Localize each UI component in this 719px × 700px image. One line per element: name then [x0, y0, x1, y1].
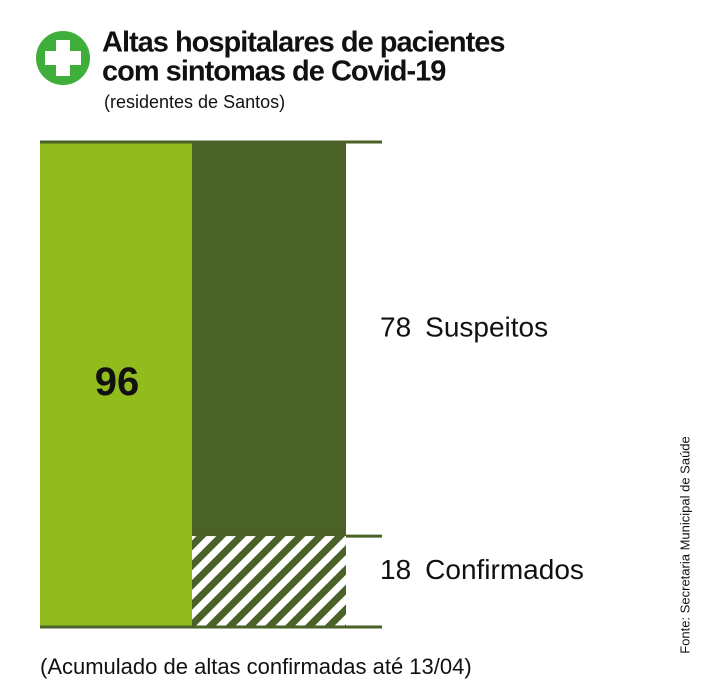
note: (Acumulado de altas confirmadas até 13/0… — [40, 654, 472, 679]
segment-name: Suspeitos — [425, 311, 548, 342]
total-bar — [40, 142, 192, 627]
value-label: 18 — [380, 554, 411, 585]
chart-title: com sintomas de Covid-19 — [102, 56, 446, 88]
value-label: 78 — [380, 311, 411, 342]
chart-title: Altas hospitalares de pacientes — [102, 27, 505, 59]
segment — [192, 536, 346, 627]
total-label: 96 — [95, 360, 140, 404]
icon — [36, 31, 90, 85]
source: Fonte: Secretaria Municipal de Saúde — [677, 436, 692, 654]
subtitle: (residentes de Santos) — [104, 92, 285, 112]
segment-name: Confirmados — [425, 554, 584, 585]
segment — [192, 142, 346, 537]
